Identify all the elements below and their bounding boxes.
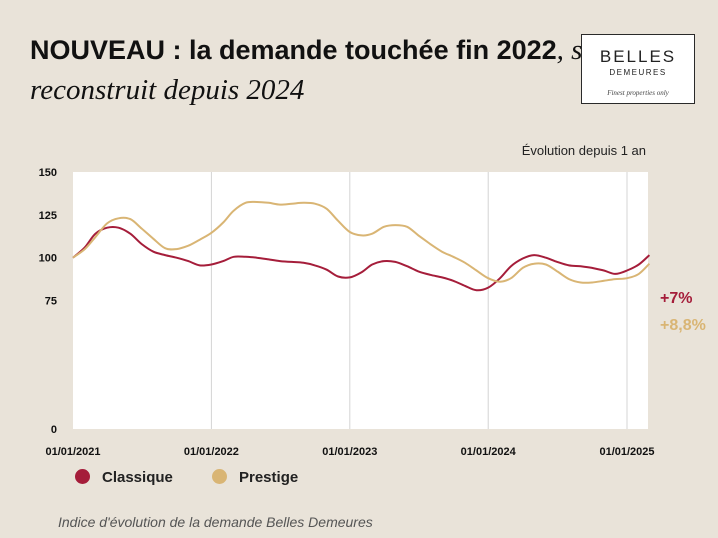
x-tick-label: 01/01/2024 xyxy=(461,446,517,458)
legend-item-prestige: Prestige xyxy=(212,469,298,486)
x-tick-label: 01/01/2022 xyxy=(184,446,239,458)
legend-label-classique: Classique xyxy=(102,469,173,486)
y-tick-label: 125 xyxy=(39,210,57,222)
series-line-prestige xyxy=(72,200,651,284)
x-tick-label: 01/01/2021 xyxy=(45,446,100,458)
end-label-classique: +7% xyxy=(660,290,692,307)
x-tick-label: 01/01/2023 xyxy=(322,446,377,458)
end-label-prestige: +8,8% xyxy=(660,317,706,334)
legend-item-classique: Classique xyxy=(75,469,173,486)
title-main: NOUVEAU : la demande touchée fin 2022 xyxy=(30,35,557,65)
legend-label-prestige: Prestige xyxy=(239,469,299,486)
logo-subword: DEMEURES xyxy=(609,68,667,77)
logo-tagline: Finest properties only xyxy=(607,89,669,97)
y-tick-label: 0 xyxy=(51,424,57,436)
y-tick-label: 100 xyxy=(39,253,57,265)
chart-caption: Indice d'évolution de la demande Belles … xyxy=(58,514,373,530)
y-tick-label: 150 xyxy=(39,167,57,179)
legend-swatch-classique xyxy=(75,469,90,484)
logo-wordmark: BELLES xyxy=(599,47,677,66)
chart-subtitle: Évolution depuis 1 an xyxy=(521,143,646,158)
y-tick-label: 75 xyxy=(45,296,57,308)
series-line-classique xyxy=(72,225,651,292)
legend-swatch-prestige xyxy=(212,469,227,484)
plot-area xyxy=(73,172,648,429)
x-tick-label: 01/01/2025 xyxy=(599,446,654,458)
brand-logo: BELLES DEMEURES Finest properties only xyxy=(581,34,695,104)
